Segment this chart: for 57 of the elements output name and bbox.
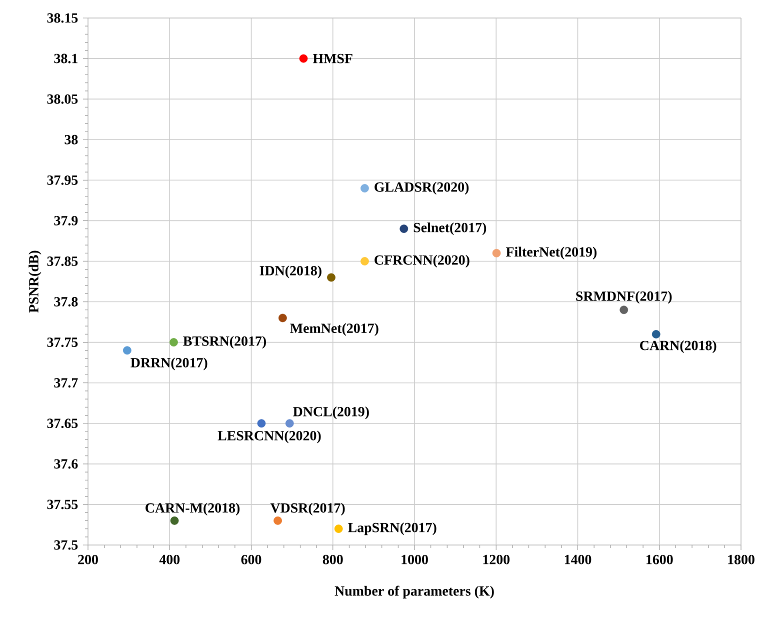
series-label: MemNet(2017) bbox=[290, 323, 378, 336]
series-label: SRMDNF(2017) bbox=[576, 291, 672, 304]
y-tick-label: 38.05 bbox=[47, 94, 78, 104]
x-tick-label: 1200 bbox=[483, 554, 510, 564]
point bbox=[652, 330, 660, 338]
point bbox=[257, 419, 266, 428]
y-tick-label: 38.15 bbox=[47, 13, 78, 23]
y-tick-label: 37.5 bbox=[54, 540, 78, 550]
point bbox=[170, 338, 178, 347]
x-tick-label: 800 bbox=[322, 554, 343, 564]
series-label: CARN-M(2018) bbox=[146, 502, 240, 516]
series-label: IDN(2018) bbox=[260, 266, 322, 278]
x-tick-label: 400 bbox=[159, 554, 180, 564]
point bbox=[334, 524, 343, 533]
point bbox=[299, 54, 308, 63]
point bbox=[620, 306, 628, 314]
series-label: DNCL(2019) bbox=[293, 406, 369, 420]
y-tick-label: 37.8 bbox=[54, 297, 78, 307]
point bbox=[274, 516, 282, 525]
point bbox=[360, 184, 369, 192]
point bbox=[400, 224, 408, 233]
series-label: HMSF bbox=[312, 54, 352, 64]
x-tick-label: 600 bbox=[241, 554, 262, 564]
y-tick-label: 37.55 bbox=[47, 500, 78, 510]
series-label: CFRCNN(2020) bbox=[374, 254, 470, 268]
series-label: DRRN(2017) bbox=[130, 358, 208, 370]
y-tick-label: 38 bbox=[64, 134, 78, 144]
y-tick-label: 37.95 bbox=[47, 175, 78, 185]
point bbox=[170, 516, 179, 525]
series-label: VDSR(2017) bbox=[270, 502, 345, 516]
point bbox=[360, 257, 369, 266]
x-tick-label: 1800 bbox=[728, 554, 754, 564]
y-tick-label: 37.75 bbox=[47, 338, 78, 348]
y-tick-label: 37.65 bbox=[47, 418, 78, 428]
x-tick-label: 1400 bbox=[564, 554, 592, 564]
series-label: GLADSR(2020) bbox=[374, 182, 469, 195]
y-tick-label: 37.7 bbox=[54, 378, 78, 388]
y-tick-label: 37.6 bbox=[54, 459, 78, 469]
y-tick-label: 37.85 bbox=[47, 256, 78, 266]
series-label: CARN(2018) bbox=[640, 340, 716, 354]
x-tick-label: 1000 bbox=[402, 554, 428, 564]
x-tick-label: 200 bbox=[78, 554, 98, 564]
point bbox=[327, 273, 336, 282]
y-tick-label: 38.1 bbox=[54, 54, 78, 64]
point bbox=[285, 419, 294, 428]
series-label: BTSRN(2017) bbox=[183, 336, 266, 349]
series-label: LESRCNN(2020) bbox=[218, 430, 321, 444]
x-tick-label: 1600 bbox=[646, 554, 673, 564]
series-label: Selnet(2017) bbox=[414, 222, 486, 236]
y-tick-label: 37.9 bbox=[54, 216, 78, 226]
y-axis-title: PSNR(dB) bbox=[28, 250, 42, 313]
x-axis-title: Number of parameters (K) bbox=[334, 586, 494, 599]
point bbox=[492, 248, 501, 258]
series-label: FilterNet(2019) bbox=[506, 246, 597, 260]
point bbox=[278, 314, 287, 322]
series-label: LapSRN(2017) bbox=[348, 522, 436, 536]
point bbox=[122, 346, 132, 355]
